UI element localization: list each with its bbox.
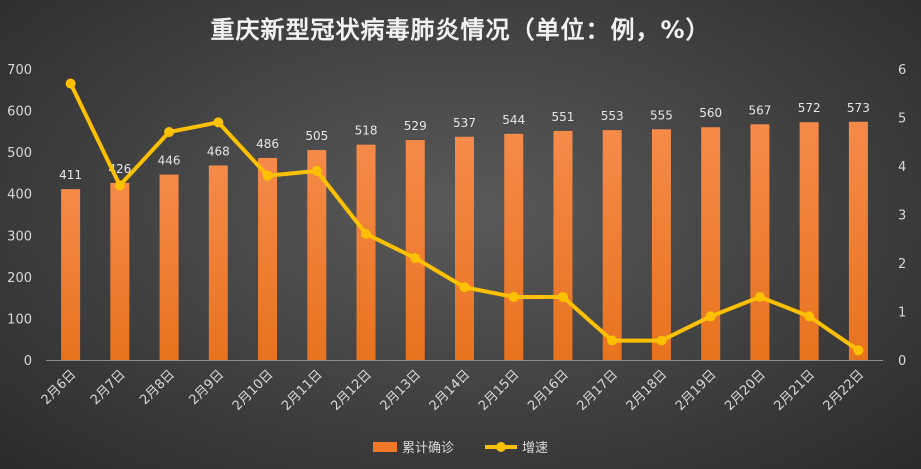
y-right-tick-label: 1: [898, 306, 906, 321]
bar-data-label: 486: [256, 137, 279, 151]
x-tick-label: 2月7日: [88, 367, 129, 408]
bar: [602, 130, 622, 360]
bar-data-label: 553: [601, 109, 624, 123]
growth-point: [164, 127, 175, 138]
growth-point: [361, 228, 372, 239]
x-tick-label: 2月10日: [230, 367, 277, 414]
growth-point: [557, 291, 568, 302]
x-tick-label: 2月22日: [821, 367, 868, 414]
legend-bar-label: 累计确诊: [402, 441, 454, 456]
bar-data-label: 567: [748, 103, 771, 117]
x-tick-label: 2月20日: [722, 367, 769, 414]
y-left-tick-label: 200: [7, 271, 32, 286]
x-tick-label: 2月14日: [427, 367, 474, 414]
x-tick-label: 2月8日: [137, 367, 178, 408]
growth-point: [311, 165, 322, 176]
bar-data-label: 518: [355, 124, 378, 138]
growth-point: [705, 311, 716, 322]
growth-point: [213, 117, 224, 128]
bar-data-label: 551: [552, 110, 575, 124]
y-left-tick-label: 100: [7, 312, 32, 327]
growth-point: [853, 345, 864, 356]
bar: [159, 174, 179, 360]
bar-data-label: 529: [404, 119, 427, 133]
legend-bar-swatch: [373, 442, 397, 452]
bar: [61, 189, 81, 360]
growth-point: [459, 282, 470, 293]
bar: [258, 157, 278, 360]
bar-data-label: 560: [699, 106, 722, 120]
bar: [750, 124, 770, 360]
growth-point: [656, 335, 667, 346]
x-tick-label: 2月18日: [624, 367, 671, 414]
x-tick-label: 2月9日: [186, 367, 227, 408]
growth-point: [65, 78, 76, 89]
y-left-tick-label: 0: [24, 354, 32, 369]
y-right-tick-label: 0: [898, 354, 906, 369]
y-right-tick-label: 4: [898, 160, 906, 175]
y-right-tick-label: 6: [898, 63, 906, 78]
x-tick-label: 2月12日: [328, 367, 375, 414]
growth-point: [114, 180, 125, 191]
bar: [356, 144, 376, 360]
y-right-tick-label: 3: [898, 209, 906, 224]
bar: [307, 150, 327, 360]
x-tick-label: 2月6日: [39, 367, 80, 408]
y-left-tick-label: 400: [7, 188, 32, 203]
x-tick-label: 2月11日: [279, 367, 326, 414]
bar: [208, 165, 228, 360]
bar-data-label: 544: [502, 113, 525, 127]
legend-line-label: 增速: [522, 441, 548, 456]
growth-point: [508, 291, 519, 302]
growth-point: [754, 291, 765, 302]
bar: [553, 130, 573, 360]
bar: [504, 133, 524, 360]
bar-data-label: 446: [158, 154, 181, 168]
growth-point: [262, 170, 273, 181]
bar-data-label: 573: [847, 101, 870, 115]
y-right-tick-label: 2: [898, 257, 906, 272]
x-tick-label: 2月17日: [574, 367, 621, 414]
x-tick-label: 2月13日: [378, 367, 425, 414]
bar-data-label: 537: [453, 116, 476, 130]
y-left-tick-label: 300: [7, 229, 32, 244]
bar: [799, 122, 819, 360]
x-tick-label: 2月16日: [525, 367, 572, 414]
growth-point: [607, 335, 618, 346]
y-right-tick-label: 5: [898, 112, 906, 127]
bar-data-label: 411: [59, 168, 82, 182]
y-left-tick-label: 600: [7, 105, 32, 120]
bar: [651, 129, 671, 360]
x-tick-label: 2月15日: [476, 367, 523, 414]
chart-title: 重庆新型冠状病毒肺炎情况（单位：例，%）: [210, 16, 711, 44]
y-left-tick-label: 500: [7, 146, 32, 161]
bar: [701, 127, 721, 360]
bar-data-label: 555: [650, 108, 673, 122]
x-tick-label: 2月19日: [673, 367, 720, 414]
bar-data-label: 505: [305, 129, 328, 143]
bar: [110, 182, 130, 360]
x-tick-label: 2月21日: [771, 367, 818, 414]
bar-data-label: 468: [207, 144, 230, 158]
legend-line-marker: [496, 442, 506, 452]
growth-point: [410, 253, 421, 264]
growth-point: [804, 311, 815, 322]
bar-data-label: 572: [798, 101, 821, 115]
bar: [455, 136, 474, 360]
bar: [848, 121, 868, 360]
y-left-tick-label: 700: [7, 63, 32, 78]
bar: [405, 140, 425, 360]
